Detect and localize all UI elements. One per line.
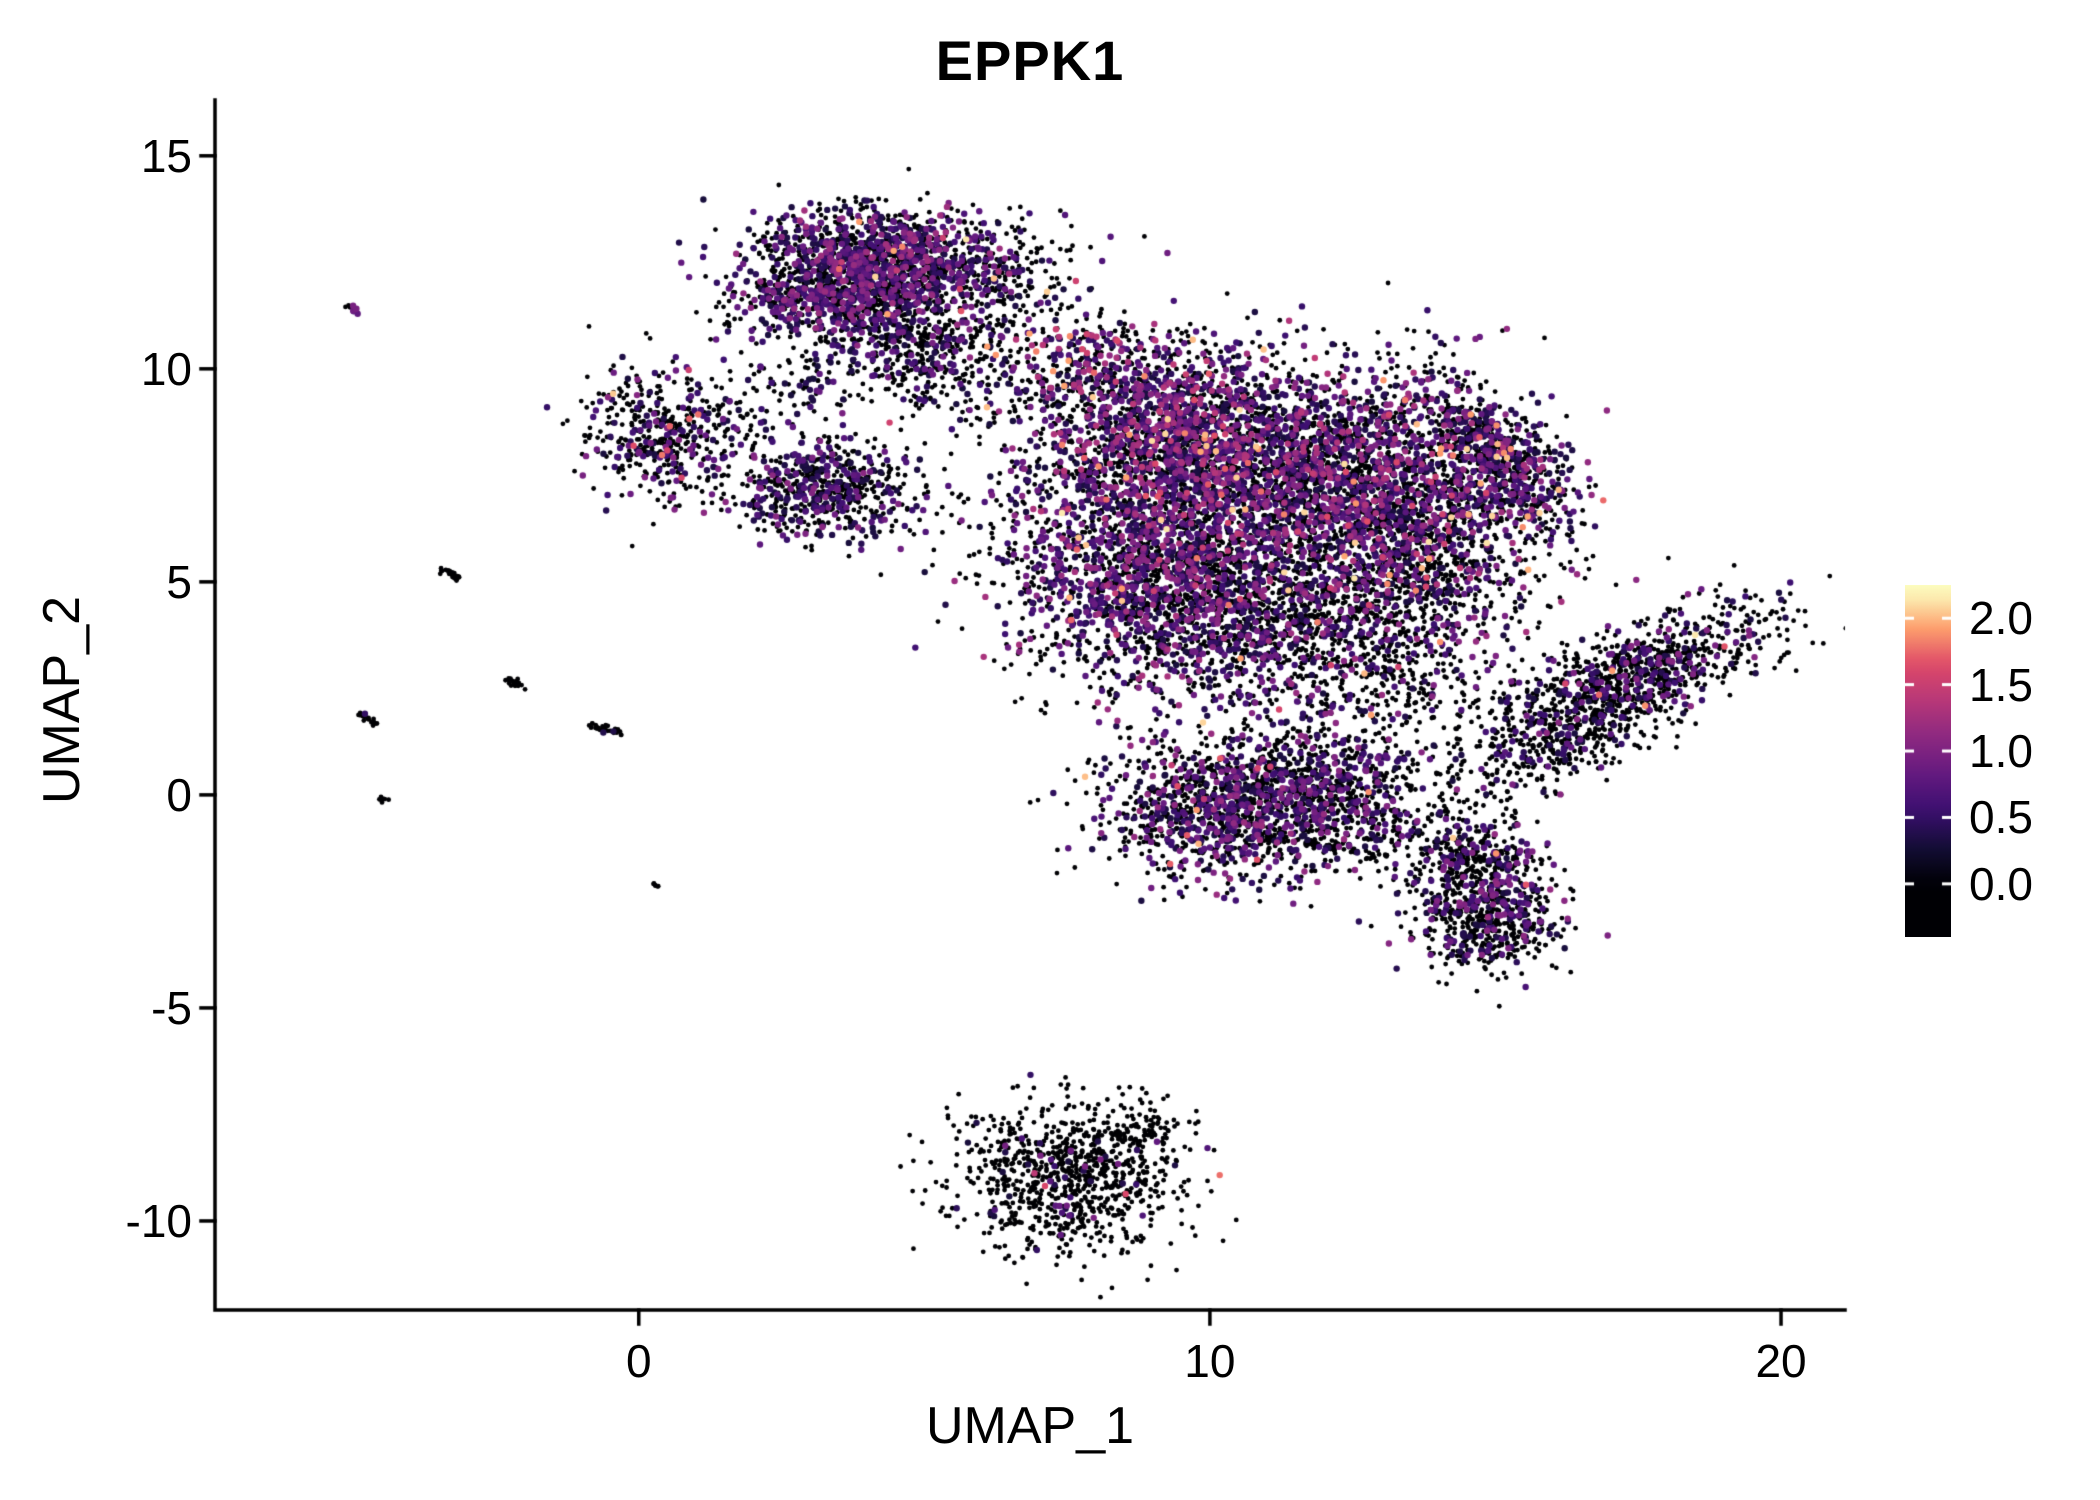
- colorbar-tick-label: 1.0: [1969, 725, 2033, 778]
- colorbar-tick-label: 0.5: [1969, 791, 2033, 844]
- y-axis-title: UMAP_2: [33, 595, 91, 805]
- colorbar-tick-label: 2.0: [1969, 592, 2033, 645]
- y-tick-label: 10: [140, 342, 192, 395]
- x-tick-label: 0: [625, 1335, 652, 1387]
- plot-title: EPPK1: [935, 29, 1125, 92]
- x-tick-label: 10: [1184, 1335, 1236, 1387]
- y-tick-label: 5: [166, 555, 192, 608]
- y-tick-label: 15: [140, 129, 192, 182]
- colorbar-gradient: [1905, 585, 1951, 937]
- x-axis-title: UMAP_1: [925, 1397, 1135, 1455]
- y-tick-label: 0: [166, 768, 192, 821]
- colorbar-tick-label: 0.0: [1969, 857, 2033, 910]
- y-tick-label: -10: [125, 1194, 192, 1247]
- x-tick-label: 20: [1755, 1335, 1807, 1387]
- colorbar-tick-label: 1.5: [1969, 658, 2033, 711]
- y-tick-label: -5: [151, 981, 192, 1034]
